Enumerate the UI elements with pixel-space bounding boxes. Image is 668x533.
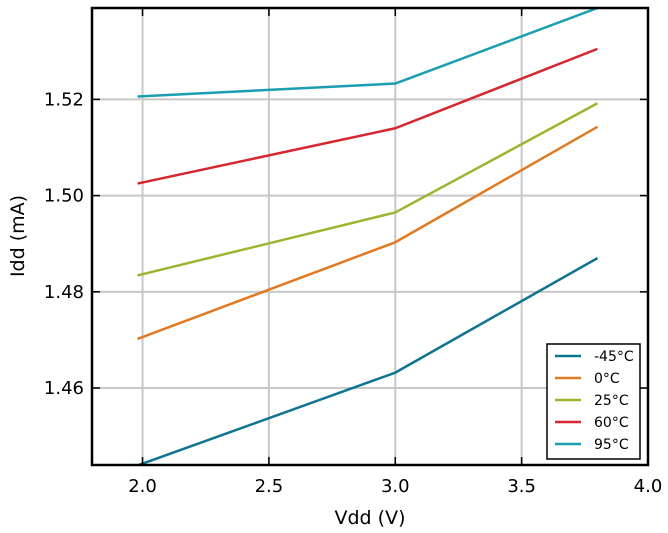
x-tick-label: 4.0	[634, 476, 663, 497]
legend-box	[546, 343, 641, 460]
legend: -45°C 0°C 25°C 60°C 95°C	[546, 343, 641, 460]
y-tick-label: 1.52	[44, 89, 84, 110]
series-line	[137, 257, 599, 465]
x-tick-label: 3.5	[507, 476, 536, 497]
legend-label: -45°C	[594, 349, 634, 365]
series-line	[137, 47, 598, 185]
y-tick-label: 1.48	[44, 282, 84, 303]
axis-ticks	[92, 8, 649, 465]
y-tick-label: 1.46	[44, 378, 84, 399]
plot-frame	[90, 6, 650, 467]
x-axis-label: Vdd (V)	[335, 507, 406, 529]
y-tick-label: 1.50	[44, 186, 84, 207]
series-line	[137, 125, 599, 341]
series-line	[137, 102, 599, 277]
x-tick-labels: 2.0 2.5 3.0 3.5 4.0	[128, 476, 662, 497]
series-layer	[137, 8, 599, 465]
x-tick-label: 2.5	[255, 476, 284, 497]
series-line	[137, 8, 598, 98]
legend-label: 0°C	[594, 371, 620, 387]
legend-label: 60°C	[594, 415, 629, 431]
x-tick-label: 3.0	[381, 476, 410, 497]
legend-label: 95°C	[594, 437, 629, 453]
y-tick-labels: 1.46 1.48 1.50 1.52	[44, 89, 84, 399]
x-tick-label: 2.0	[128, 476, 157, 497]
legend-label: 25°C	[594, 393, 629, 409]
y-axis-label: Idd (mA)	[7, 195, 29, 277]
